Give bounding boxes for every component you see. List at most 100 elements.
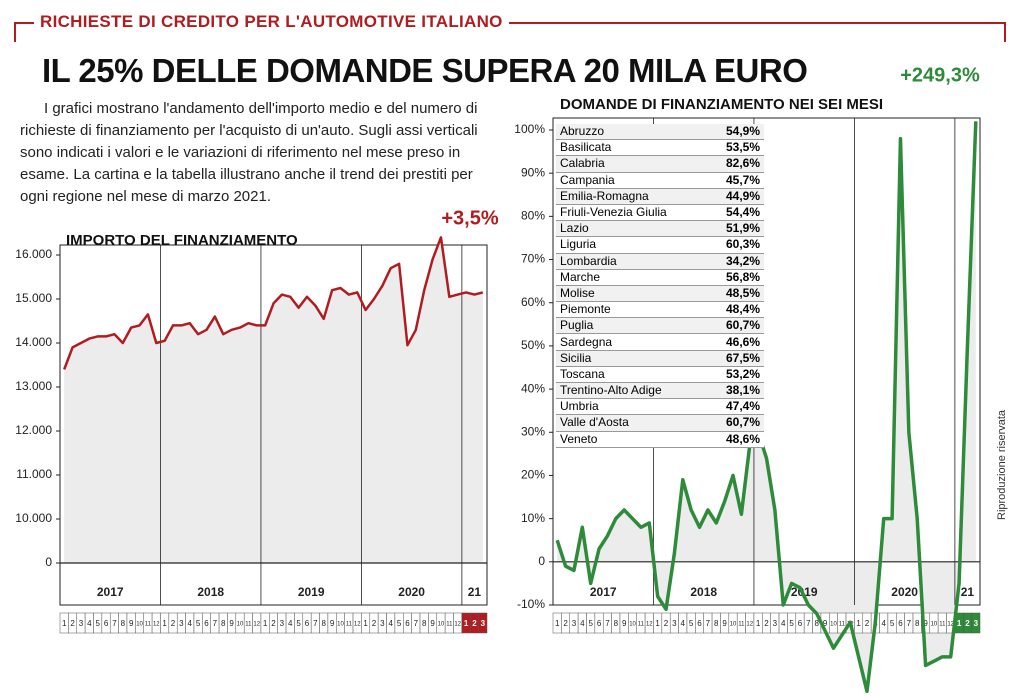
y-tick-label: 0 bbox=[45, 555, 52, 569]
region-value: 51,9% bbox=[708, 220, 764, 238]
region-value: 54,9% bbox=[708, 124, 764, 141]
month-label: 7 bbox=[806, 619, 811, 628]
y-tick-label: 15.000 bbox=[15, 291, 52, 305]
month-label: 8 bbox=[422, 619, 427, 628]
y-tick-label: 14.000 bbox=[15, 335, 52, 349]
month-label: 1 bbox=[555, 619, 560, 628]
table-row: Toscana 53,2% bbox=[556, 366, 764, 384]
month-label: 5 bbox=[95, 619, 100, 628]
month-label: 11 bbox=[145, 622, 152, 628]
month-label: 5 bbox=[789, 619, 794, 628]
year-label: 2017 bbox=[97, 585, 124, 599]
region-value: 82,6% bbox=[708, 155, 764, 173]
month-label: 1 bbox=[856, 619, 861, 628]
month-label: 9 bbox=[823, 619, 828, 628]
region-name: Calabria bbox=[556, 155, 709, 173]
month-label: 3 bbox=[79, 619, 84, 628]
year-label: 21 bbox=[468, 585, 482, 599]
table-row: Liguria 60,3% bbox=[556, 236, 764, 254]
month-label: 6 bbox=[405, 619, 410, 628]
table-row: Calabria 82,6% bbox=[556, 155, 764, 173]
y-tick-label: 90% bbox=[521, 165, 545, 179]
y-tick-label: 100% bbox=[514, 122, 545, 136]
month-label: 10 bbox=[136, 622, 143, 628]
month-label: 6 bbox=[104, 619, 109, 628]
region-name: Lazio bbox=[556, 220, 709, 238]
month-label: 3 bbox=[672, 619, 677, 628]
table-row: Friuli-Venezia Giulia 54,4% bbox=[556, 204, 764, 222]
month-label: 8 bbox=[121, 619, 126, 628]
region-name: Friuli-Venezia Giulia bbox=[556, 204, 709, 222]
y-tick-label: 16.000 bbox=[15, 247, 52, 261]
year-label: 2019 bbox=[791, 585, 818, 599]
region-name: Valle d'Aosta bbox=[556, 414, 709, 432]
month-label: 5 bbox=[689, 619, 694, 628]
y-tick-label: 10% bbox=[521, 511, 545, 525]
region-name: Basilicata bbox=[556, 139, 709, 157]
table-row: Umbria 47,4% bbox=[556, 398, 764, 416]
month-label: 2 bbox=[70, 619, 75, 628]
table-row: Lombardia 34,2% bbox=[556, 253, 764, 270]
month-label: 2 bbox=[764, 619, 769, 628]
table-row: Campania 45,7% bbox=[556, 172, 764, 189]
month-label: 7 bbox=[706, 619, 711, 628]
y-tick-label: 0 bbox=[538, 554, 545, 568]
frame bbox=[14, 22, 1006, 24]
month-label: 9 bbox=[923, 619, 928, 628]
region-name: Marche bbox=[556, 269, 709, 286]
month-label: 5 bbox=[588, 619, 593, 628]
month-label: 8 bbox=[815, 619, 820, 628]
year-label: 2017 bbox=[590, 585, 617, 599]
month-label: 6 bbox=[798, 619, 803, 628]
month-label: 9 bbox=[129, 619, 134, 628]
month-label: 2 bbox=[171, 619, 176, 628]
month-label: 6 bbox=[305, 619, 310, 628]
table-row: Puglia 60,7% bbox=[556, 317, 764, 335]
y-tick-label: -10% bbox=[517, 597, 545, 611]
region-name: Sicilia bbox=[556, 350, 709, 367]
month-label: 5 bbox=[397, 619, 402, 628]
month-label: 11 bbox=[346, 622, 353, 628]
month-label: 6 bbox=[697, 619, 702, 628]
region-name: Emilia-Romagna bbox=[556, 188, 709, 205]
month-label: 11 bbox=[638, 622, 645, 628]
region-name: Abruzzo bbox=[556, 124, 709, 141]
month-label: 1 bbox=[957, 619, 962, 628]
month-label: 3 bbox=[974, 619, 979, 628]
month-label: 2 bbox=[472, 619, 477, 628]
region-value: 44,9% bbox=[708, 188, 764, 205]
month-label: 8 bbox=[714, 619, 719, 628]
y-tick-label: 60% bbox=[521, 295, 545, 309]
month-label: 11 bbox=[738, 622, 745, 628]
y-tick-label: 13.000 bbox=[15, 379, 52, 393]
region-value: 46,6% bbox=[708, 333, 764, 351]
table-row: Emilia-Romagna 44,9% bbox=[556, 188, 764, 205]
year-label: 2020 bbox=[891, 585, 918, 599]
y-tick-label: 30% bbox=[521, 424, 545, 438]
region-value: 60,7% bbox=[708, 414, 764, 432]
month-label: 8 bbox=[322, 619, 327, 628]
month-label: 7 bbox=[213, 619, 218, 628]
month-label: 3 bbox=[280, 619, 285, 628]
month-label: 9 bbox=[330, 619, 335, 628]
table-row: Valle d'Aosta 60,7% bbox=[556, 414, 764, 432]
month-label: 12 bbox=[746, 622, 753, 628]
kicker: RICHIESTE DI CREDITO PER L'AUTOMOTIVE IT… bbox=[34, 12, 509, 32]
month-label: 2 bbox=[563, 619, 568, 628]
region-name: Lombardia bbox=[556, 253, 709, 270]
region-name: Trentino-Alto Adige bbox=[556, 382, 709, 400]
y-tick-label: 20% bbox=[521, 468, 545, 482]
chart-title: IMPORTO DEL FINANZIAMENTO bbox=[66, 232, 298, 249]
intro: I grafici mostrano l'andamento dell'impo… bbox=[20, 100, 478, 205]
y-tick-label: 11.000 bbox=[16, 467, 52, 481]
month-label: 1 bbox=[756, 619, 761, 628]
frame bbox=[1004, 22, 1006, 42]
month-label: 4 bbox=[781, 619, 786, 628]
month-label: 10 bbox=[237, 622, 244, 628]
chart-title: DOMANDE DI FINANZIAMENTO NEI SEI MESI bbox=[560, 96, 883, 113]
table-row: Trentino-Alto Adige 38,1% bbox=[556, 382, 764, 400]
table-row: Sicilia 67,5% bbox=[556, 350, 764, 367]
month-label: 1 bbox=[162, 619, 167, 628]
